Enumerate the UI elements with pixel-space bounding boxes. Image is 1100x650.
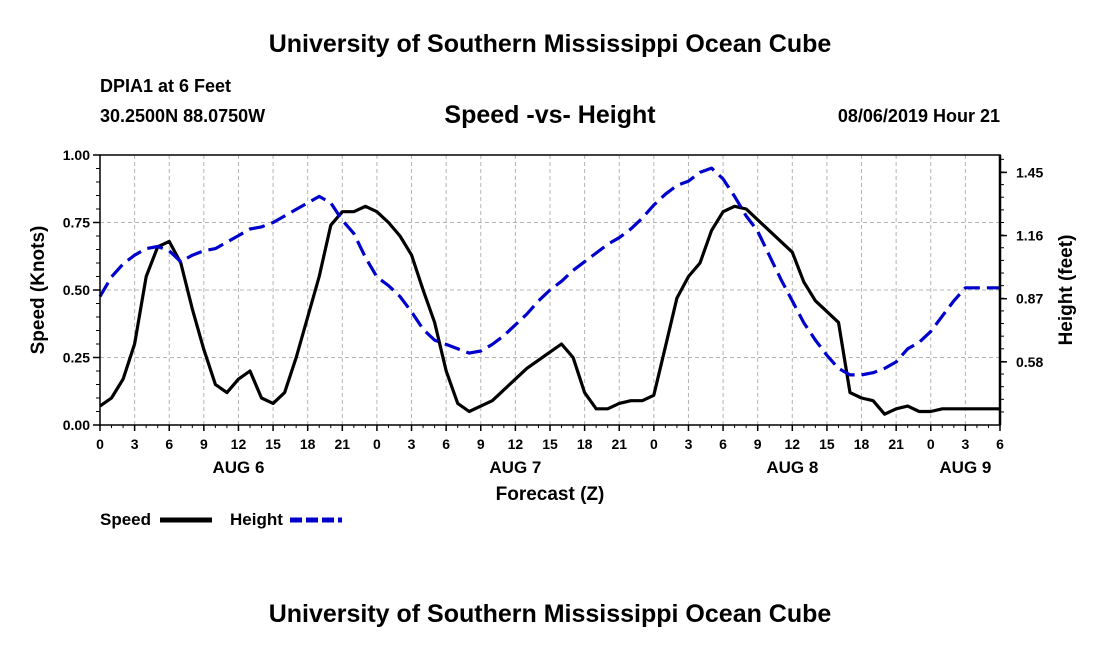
legend-label-height: Height — [230, 510, 283, 529]
x-tick-label: 21 — [888, 436, 904, 452]
chart-title: Speed -vs- Height — [444, 101, 656, 129]
x-tick-label: 18 — [577, 436, 593, 452]
x-axis-title: Forecast (Z) — [496, 484, 605, 505]
x-tick-label: 12 — [785, 436, 801, 452]
x-tick-label: 21 — [611, 436, 627, 452]
x-tick-label: 0 — [927, 436, 935, 452]
x-tick-label: 6 — [442, 436, 450, 452]
date-label: AUG 6 — [212, 458, 264, 477]
legend-label-speed: Speed — [100, 510, 151, 529]
y-right-axis-title: Height (feet) — [1056, 235, 1077, 346]
y-left-tick-label: 0.50 — [63, 282, 90, 298]
x-tick-label: 0 — [650, 436, 658, 452]
y-left-axis-title: Speed (Knots) — [28, 226, 49, 355]
x-tick-label: 12 — [508, 436, 524, 452]
x-tick-label: 3 — [685, 436, 693, 452]
x-tick-label: 18 — [300, 436, 316, 452]
x-tick-label: 12 — [231, 436, 247, 452]
x-tick-label: 3 — [408, 436, 416, 452]
x-tick-label: 9 — [477, 436, 485, 452]
x-tick-label: 9 — [754, 436, 762, 452]
height-series-line — [98, 166, 1000, 377]
y-right-tick-label: 0.87 — [1016, 291, 1043, 307]
x-tick-label: 15 — [819, 436, 835, 452]
axes: 0.00 0.25 0.50 0.75 1.00 0.58 0.87 1.16 1.45 0 3 6 9… — [28, 147, 1077, 505]
footer-title: University of Southern Mississippi Ocean… — [268, 600, 832, 628]
x-tick-label: 6 — [719, 436, 727, 452]
station-label: DPIA1 at 6 Feet — [100, 76, 232, 96]
date-label: AUG 7 — [489, 458, 541, 477]
y-right-tick-label: 0.58 — [1016, 354, 1043, 370]
y-right-tick-label: 1.16 — [1016, 228, 1043, 244]
coordinates-label: 30.2500N 88.0750W — [100, 106, 266, 126]
date-label: AUG 8 — [766, 458, 818, 477]
y-left-tick-label: 0.00 — [63, 417, 90, 433]
date-label: AUG 9 — [939, 458, 991, 477]
run-time-label: 08/06/2019 Hour 21 — [837, 106, 1000, 126]
x-tick-label: 9 — [200, 436, 208, 452]
x-tick-label: 6 — [165, 436, 173, 452]
y-right-tick-label: 1.45 — [1016, 164, 1043, 180]
x-tick-label: 15 — [265, 436, 281, 452]
x-tick-label: 3 — [961, 436, 969, 452]
x-tick-label: 3 — [131, 436, 139, 452]
y-left-tick-label: 1.00 — [63, 147, 90, 163]
y-left-tick-label: 0.75 — [63, 215, 90, 231]
y-left-tick-label: 0.25 — [63, 350, 90, 366]
x-tick-label: 6 — [996, 436, 1004, 452]
x-tick-label: 18 — [854, 436, 870, 452]
x-tick-label: 21 — [335, 436, 351, 452]
series-layer — [98, 166, 1000, 416]
page-title: University of Southern Mississippi Ocean… — [268, 30, 832, 58]
x-tick-label: 0 — [373, 436, 381, 452]
x-tick-label: 15 — [542, 436, 558, 452]
x-tick-label: 0 — [96, 436, 104, 452]
legend: Speed Height — [100, 510, 342, 529]
speed-series-line — [99, 204, 1000, 416]
